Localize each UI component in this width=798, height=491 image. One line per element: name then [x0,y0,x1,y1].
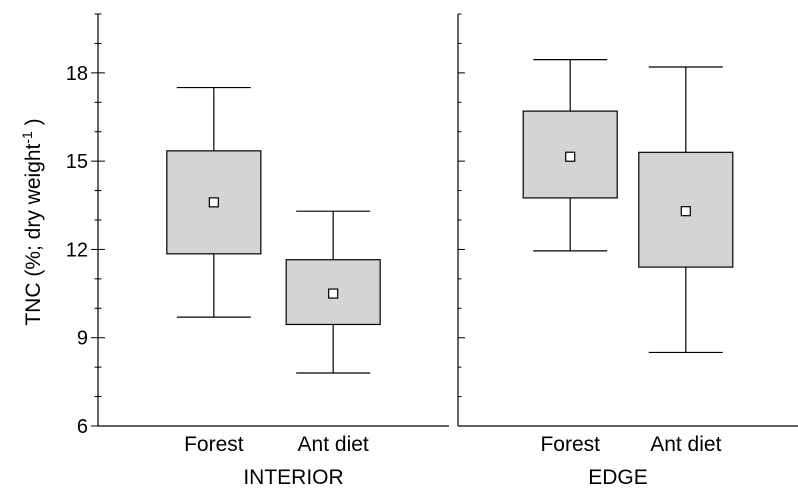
category-label: Forest [540,433,600,456]
box-ant-diet [285,210,381,374]
panel-interior: Forest Ant diet INTERIOR [91,13,449,489]
median-marker [680,206,691,217]
y-tick-label: 12 [66,239,88,261]
median-marker [565,151,576,162]
y-axis-title-text: TNC (%; dry weight [22,143,45,325]
y-tick-label: 6 [77,416,88,438]
category-label: Ant diet [650,433,721,456]
y-axis-title-close: ) [22,118,45,131]
y-tick-labels: 6 9 12 15 18 [66,63,88,438]
category-label: Forest [184,433,244,456]
median-marker [208,197,219,208]
y-tick-label: 15 [66,151,88,173]
y-axis-title: TNC (%; dry weight-1 ) [19,118,45,325]
box-forest [166,86,262,318]
y-tick-label: 9 [77,328,88,350]
panel-label: EDGE [588,466,648,489]
panel-label: INTERIOR [243,466,343,489]
category-label: Ant diet [298,433,369,456]
median-marker [328,288,339,299]
box-forest [522,59,618,252]
y-axis-label: TNC (%; dry weight-1 ) [19,118,45,325]
y-tick-label: 18 [66,63,88,85]
y-axis-title-superscript: -1 [19,131,35,144]
box-ant-diet [638,66,734,354]
